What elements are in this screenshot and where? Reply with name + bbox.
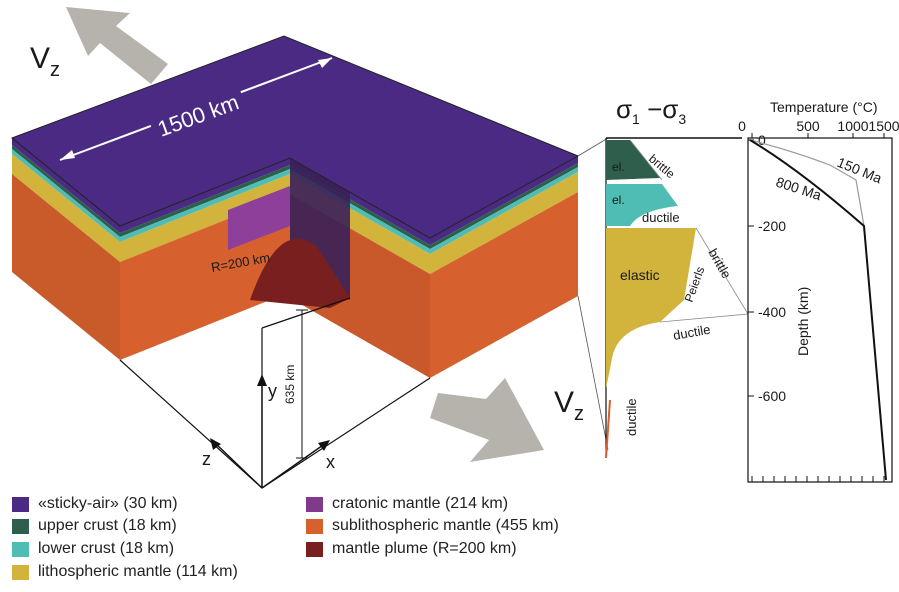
legend-swatch [306,496,323,512]
legend-label: cratonic mantle (214 km) [332,495,509,512]
label-ductile-2: ductile [672,322,712,343]
label-ductile-1: ductile [642,210,680,225]
legend-item-sublithospheric-mantle: sublithospheric mantle (455 km) [306,516,559,536]
geotherm-150-ma [749,139,865,227]
right-face-sticky-air [430,156,578,245]
left-face-sticky-air [12,138,120,233]
right-face-litho [430,172,578,274]
vz-label-bottom: Vz [554,386,584,425]
right-face-sublitho [430,192,578,378]
temperature-ticks: 0 500 1000 1500 [738,118,899,138]
depth-ticks: 0 -200 -400 -600 [748,132,786,404]
model-block [11,35,580,489]
strength-litho [606,228,696,388]
temperature-tick-label: 500 [796,118,820,134]
axis-z [213,441,263,489]
label-150-ma: 150 Ma [835,154,884,186]
temperature-tick-label: 0 [738,118,746,134]
axis-x-label: x [326,452,335,472]
legend-label: sublithospheric mantle (455 km) [332,517,559,534]
depth-tick-label: -200 [758,218,786,234]
top-face-sticky-air [11,35,580,239]
depth-tick-label: 0 [758,132,766,148]
legend: «sticky-air» (30 km) upper crust (18 km)… [12,494,652,586]
front-face-litho [120,174,290,262]
strength-lower-crust [606,184,678,226]
left-face-litho [12,154,120,262]
depth-tick-label: -600 [758,388,786,404]
strength-envelope: σ1 −σ3 el. brittle el. ductile elastic P… [605,94,749,459]
legend-item-lower-crust: lower crust (18 km) [12,539,174,559]
left-face-lower-crust [12,149,120,242]
vz-label-top: Vz [30,42,60,81]
legend-swatch [306,518,323,534]
temperature-tick-label: 1500 [868,118,899,134]
legend-item-mantle-plume: mantle plume (R=200 km) [306,539,517,559]
depth-label: 635 km [283,365,297,404]
right-face-lower-crust [430,167,578,254]
label-el-2: el. [612,193,625,207]
strength-upper-crust [606,140,660,180]
legend-label: upper crust (18 km) [38,517,177,534]
axis-x [261,442,327,489]
temperature-panel: Temperature (°C) 0 500 1000 1500 0 -200 -400 -… [738,99,899,483]
legend-label: mantle plume (R=200 km) [332,540,517,557]
label-800-ma: 800 Ma [774,174,824,204]
depth-tick-label: -400 [758,304,786,320]
legend-swatch [12,541,29,557]
label-brittle-2: brittle [705,246,734,281]
depth-axis-label: Depth (km) [795,287,811,356]
front-face-lower-crust [120,169,290,242]
cut-frame-3 [261,297,351,329]
legend-item-sticky-air: «sticky-air» (30 km) [12,494,178,514]
craton-front [228,186,290,250]
legend-label: lower crust (18 km) [38,540,175,557]
legend-label: «sticky-air» (30 km) [38,495,178,512]
strength-title: σ1 −σ3 [616,94,686,127]
legend-swatch [12,518,29,534]
axis-z-label: z [202,449,211,469]
legend-label: lithospheric mantle (114 km) [38,563,238,580]
axis-y-label: y [268,381,277,401]
mantle-plume [250,238,350,308]
legend-item-upper-crust: upper crust (18 km) [12,516,177,536]
left-face-sublitho [12,174,120,360]
cut-frame [119,359,431,489]
label-elastic: elastic [620,267,660,283]
width-arrow-head-left [60,150,75,160]
legend-swatch [12,564,29,580]
velocity-arrow-top-left [66,7,168,84]
velocity-arrow-bottom-right [430,378,544,462]
label-ductile-3: ductile [624,398,639,436]
left-face-upper-crust [12,145,120,237]
front-face-sticky-air [120,158,290,233]
legend-swatch [12,496,29,512]
width-arrow-head-right [318,58,332,68]
legend-item-cratonic-mantle: cratonic mantle (214 km) [306,494,508,514]
temperature-tick-label: 1000 [837,118,868,134]
temperature-title: Temperature (°C) [770,99,878,115]
legend-swatch [306,541,323,557]
front-face-upper-crust [120,165,290,237]
geotherm-800-ma [749,139,887,481]
right-face-upper-crust [430,163,578,249]
legend-item-lithospheric-mantle: lithospheric mantle (114 km) [12,562,238,582]
label-el-1: el. [612,160,625,174]
